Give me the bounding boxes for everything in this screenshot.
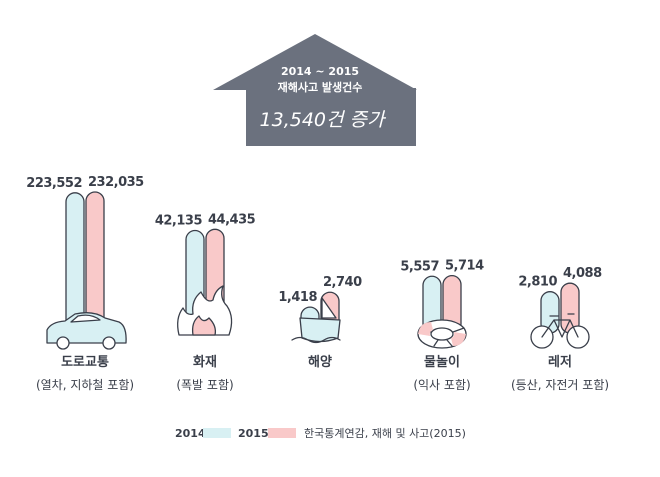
legend-source: 한국통계연감, 재해 및 사고(2015)	[304, 426, 466, 440]
increase-callout: 2014 ~ 2015 재해사고 발생건수 13,540건 증가	[213, 34, 417, 146]
value-label-레저-2015: 4,088	[563, 266, 602, 281]
legend: 2014 2015 한국통계연감, 재해 및 사고(2015)	[175, 426, 466, 440]
callout-body	[246, 88, 416, 146]
category-note-4: (등산, 자전거 포함)	[511, 378, 609, 392]
ship-icon	[291, 297, 341, 344]
value-label-해양-2015: 2,740	[323, 275, 362, 290]
category-label-1: 화재	[193, 354, 217, 370]
legend-label-2014: 2014	[175, 427, 206, 440]
bicycle-icon	[530, 313, 590, 349]
category-note-3: (익사 포함)	[413, 378, 470, 392]
category-label-3: 물놀이	[424, 354, 460, 370]
labels-layer: 223,552 232,035 도로교통 (열차, 지하철 포함) 42,135 44,4…	[26, 175, 609, 392]
value-label-해양-2014: 1,418	[278, 290, 317, 305]
bars-layer	[65, 191, 580, 334]
callout-subtitle: 재해사고 발생건수	[278, 80, 363, 94]
callout-period: 2014 ~ 2015	[281, 65, 359, 78]
category-label-0: 도로교통	[61, 355, 109, 370]
value-label-레저-2014: 2,810	[518, 275, 557, 290]
category-label-4: 레저	[548, 355, 572, 370]
value-label-도로교통-2014: 223,552	[26, 176, 82, 191]
bar-도로교통-2014	[65, 192, 85, 334]
legend-label-2015: 2015	[238, 427, 269, 440]
value-label-물놀이-2015: 5,714	[445, 259, 484, 274]
car-icon	[46, 312, 127, 350]
callout-headline: 13,540건 증가	[260, 109, 387, 131]
lifebuoy-icon	[417, 319, 467, 349]
callout-roof	[213, 34, 417, 90]
category-note-1: (폭발 포함)	[176, 378, 233, 392]
legend-swatch-2015	[268, 428, 296, 438]
legend-swatch-2014	[203, 428, 231, 438]
value-label-화재-2014: 42,135	[155, 214, 203, 229]
value-label-물놀이-2014: 5,557	[400, 259, 439, 274]
value-label-화재-2015: 44,435	[208, 212, 256, 227]
category-label-2: 해양	[308, 354, 332, 370]
category-note-0: (열차, 지하철 포함)	[36, 378, 134, 392]
value-label-도로교통-2015: 232,035	[88, 175, 144, 190]
icons-layer	[46, 285, 590, 350]
fire-icon	[177, 285, 233, 336]
bar-도로교통-2015	[85, 191, 105, 334]
